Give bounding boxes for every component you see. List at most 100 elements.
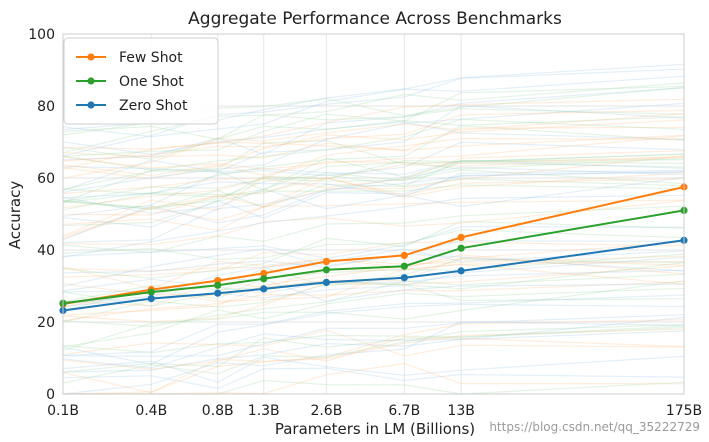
- background-benchmark-line: [62, 139, 685, 171]
- background-benchmark-lines: [62, 63, 685, 395]
- background-benchmark-line: [62, 116, 685, 160]
- y-tick-label: 100: [28, 27, 55, 43]
- legend-marker-zero-shot: [87, 101, 95, 109]
- background-benchmark-line: [62, 162, 685, 204]
- background-benchmark-line: [62, 75, 685, 138]
- background-benchmark-line: [62, 269, 685, 294]
- background-benchmark-line: [62, 262, 685, 323]
- background-benchmark-line: [62, 280, 685, 303]
- background-benchmark-line: [62, 254, 685, 275]
- background-benchmark-line: [62, 171, 685, 228]
- background-benchmark-line: [62, 257, 685, 297]
- background-benchmark-line: [62, 98, 685, 170]
- y-tick-label: 80: [37, 99, 55, 115]
- x-axis-label: Parameters in LM (Billions): [275, 420, 475, 438]
- x-tick-label: 0.4B: [135, 403, 167, 419]
- legend-box: [63, 37, 219, 125]
- background-benchmark-line: [62, 280, 685, 352]
- background-benchmark-line: [62, 263, 685, 308]
- y-axis-label: Accuracy: [6, 181, 24, 250]
- data-point-one-shot: [322, 266, 331, 274]
- background-benchmark-line: [62, 240, 685, 287]
- background-benchmark-line: [62, 273, 685, 328]
- data-point-zero-shot: [260, 285, 268, 293]
- background-benchmark-line: [62, 303, 685, 365]
- x-tick-label: 0.1B: [47, 403, 79, 419]
- background-benchmark-line: [62, 87, 685, 161]
- background-benchmark-line: [62, 141, 685, 217]
- watermark-text: https://blog.csdn.net/qq_35222729: [489, 420, 700, 434]
- background-benchmark-line: [62, 199, 685, 232]
- background-benchmark-line: [62, 220, 685, 279]
- x-tick-label: 0.8B: [202, 403, 234, 419]
- background-benchmark-line: [62, 169, 685, 199]
- series-line-few-shot: [62, 186, 685, 305]
- data-point-zero-shot: [457, 267, 465, 275]
- background-benchmark-line: [62, 159, 685, 211]
- background-benchmark-line: [62, 134, 685, 151]
- background-benchmark-line: [62, 327, 685, 373]
- background-benchmark-line: [62, 325, 685, 354]
- background-benchmark-line: [62, 225, 685, 260]
- data-point-zero-shot: [147, 295, 155, 303]
- background-benchmark-line: [62, 121, 685, 155]
- background-benchmark-line: [62, 156, 685, 237]
- data-point-few-shot: [260, 269, 268, 277]
- background-benchmark-line: [62, 113, 685, 179]
- background-benchmark-line: [62, 336, 685, 370]
- data-point-zero-shot: [400, 274, 408, 282]
- background-benchmark-line: [62, 159, 685, 175]
- data-point-one-shot: [260, 275, 268, 283]
- background-benchmark-line: [62, 172, 685, 216]
- background-benchmark-line: [62, 125, 685, 211]
- plot-frame: [62, 33, 685, 395]
- background-benchmark-line: [62, 119, 685, 180]
- background-benchmark-line: [62, 153, 685, 209]
- background-benchmark-line: [62, 319, 685, 395]
- background-benchmark-line: [62, 278, 685, 302]
- background-benchmark-line: [62, 258, 685, 307]
- y-tick-label: 60: [37, 171, 55, 187]
- background-benchmark-line: [62, 178, 685, 210]
- background-benchmark-line: [62, 104, 685, 192]
- background-benchmark-line: [62, 205, 685, 254]
- x-tick-label: 175B: [666, 403, 702, 419]
- background-benchmark-line: [62, 102, 685, 193]
- data-point-one-shot: [457, 244, 465, 252]
- chart-title: Aggregate Performance Across Benchmarks: [188, 9, 562, 29]
- background-benchmark-line: [62, 330, 685, 373]
- background-benchmark-line: [62, 329, 685, 357]
- background-benchmark-line: [62, 68, 685, 157]
- background-benchmark-line: [62, 109, 685, 162]
- background-benchmark-line: [62, 118, 685, 203]
- data-point-few-shot: [400, 251, 408, 259]
- data-point-zero-shot: [214, 289, 222, 297]
- background-benchmark-line: [62, 294, 685, 357]
- background-benchmark-line: [62, 367, 685, 390]
- background-benchmark-line: [62, 177, 685, 240]
- background-benchmark-line: [62, 126, 685, 159]
- y-tick-label: 0: [46, 387, 55, 403]
- legend-marker-few-shot: [87, 53, 95, 61]
- background-benchmark-line: [62, 248, 685, 305]
- background-benchmark-line: [62, 157, 685, 191]
- background-benchmark-line: [62, 194, 685, 258]
- background-benchmark-line: [62, 156, 685, 177]
- background-benchmark-line: [62, 169, 685, 203]
- background-benchmark-line: [62, 137, 685, 194]
- background-benchmark-line: [62, 241, 685, 278]
- legend-label-few-shot: Few Shot: [119, 50, 183, 66]
- data-point-one-shot: [147, 288, 155, 296]
- data-point-few-shot: [457, 233, 465, 241]
- background-benchmark-line: [62, 316, 685, 369]
- legend: Few Shot One Shot Zero Shot: [63, 37, 219, 125]
- y-tick-label: 20: [37, 315, 55, 331]
- background-benchmark-line: [62, 255, 685, 290]
- background-benchmark-line: [62, 135, 685, 170]
- background-benchmark-line: [62, 281, 685, 322]
- data-point-one-shot: [214, 281, 222, 289]
- background-benchmark-line: [62, 241, 685, 316]
- background-benchmark-line: [62, 155, 685, 238]
- background-benchmark-line: [62, 157, 685, 198]
